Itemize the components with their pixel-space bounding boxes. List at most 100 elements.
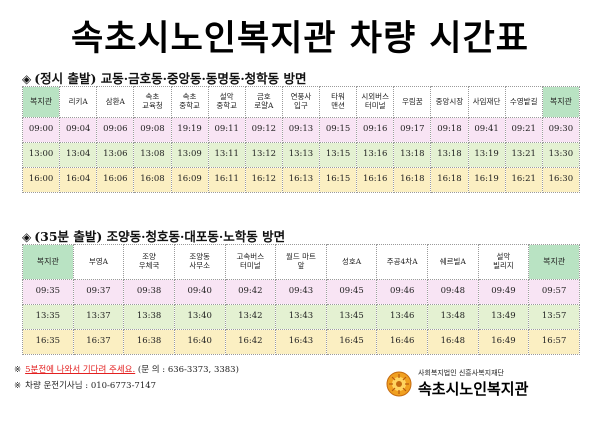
header-row: 복지관 리키A 삼환A 속초 교육청 속초 중학교 설악 중학교 금호 로얄A 연풍사 입구 타… (21, 86, 581, 118)
time-cell: 09:38 (123, 279, 175, 305)
stop-header: 중앙시장 (430, 86, 469, 118)
time-cell: 16:08 (133, 167, 172, 193)
stop-header: 월드 마트 앞 (275, 244, 327, 280)
time-cell: 09:17 (393, 117, 432, 143)
schedule-row: 16:00 16:04 16:06 16:08 16:09 16:11 16:12 16:13… (21, 167, 581, 193)
time-cell: 13:49 (477, 304, 530, 330)
time-cell: 16:06 (96, 167, 135, 193)
note-inquiry: (문 의 : 636-3373, 3383) (137, 365, 239, 375)
time-cell: 13:40 (173, 304, 226, 330)
time-cell: 13:15 (318, 142, 358, 168)
stop-header: 부영A (72, 244, 125, 280)
time-cell: 16:09 (170, 167, 209, 193)
stop-header: 복지관 (21, 86, 61, 118)
schedule-row: 13:35 13:37 13:38 13:40 13:42 13:43 13:45 13:46… (22, 304, 580, 330)
schedule-row: 16:35 16:37 16:38 16:40 16:42 16:43 16:45 16:46… (22, 329, 580, 355)
time-cell: 09:08 (133, 117, 172, 143)
stop-header: 설악 빌리지 (477, 244, 530, 280)
time-cell: 16:49 (477, 329, 530, 355)
time-cell: 16:30 (541, 167, 581, 193)
route1-heading: ◈ (정시 출발) 교동·금호동·중앙동·동명동·청학동 방면 (22, 68, 307, 87)
route1-timetable: 복지관 리키A 삼환A 속초 교육청 속초 중학교 설악 중학교 금호 로얄A 연풍사 입구 타… (21, 86, 581, 193)
time-cell: 13:09 (170, 142, 209, 168)
time-cell: 09:43 (275, 279, 327, 305)
stop-header: 타워 맨션 (318, 86, 358, 118)
time-cell: 16:11 (207, 167, 246, 193)
time-cell: 09:45 (325, 279, 378, 305)
stop-header: 시외버스 터미널 (356, 86, 395, 118)
schedule-row: 09:00 09:04 09:06 09:08 19:19 09:11 09:12 09:13… (21, 117, 581, 143)
time-cell: 13:35 (22, 304, 74, 330)
page-title: 속초시노인복지관 차량 시간표 (71, 19, 529, 59)
time-cell: 16:19 (467, 167, 506, 193)
stop-header: 수영밭길 (504, 86, 543, 118)
time-cell: 16:16 (356, 167, 395, 193)
notes: ※ 5분전에 나와서 기다려 주세요. (문 의 : 636-3373, 3383… (14, 362, 239, 394)
time-cell: 13:00 (21, 142, 61, 168)
time-cell: 09:41 (467, 117, 506, 143)
logo-center-name: 속초시노인복지관 (418, 380, 529, 398)
time-cell: 13:43 (275, 304, 327, 330)
reference-mark: ※ (14, 365, 22, 375)
time-cell: 19:19 (170, 117, 209, 143)
time-cell: 13:13 (281, 142, 321, 168)
stop-header: 속초 중학교 (170, 86, 209, 118)
time-cell: 09:18 (430, 117, 469, 143)
time-cell: 13:37 (72, 304, 125, 330)
route1-heading-text: (정시 출발) 교동·금호동·중앙동·동명동·청학동 방면 (34, 71, 307, 86)
note-driver: ※ 차량 운전기사님 : 010-6773-7147 (14, 378, 239, 394)
time-cell: 09:13 (281, 117, 321, 143)
time-cell: 09:00 (21, 117, 61, 143)
header-row: 복지관 부영A 조양 우체국 조양동 사무소 고속버스 터미널 월드 마트 앞 성호A 주공4… (22, 244, 580, 280)
schedule-row: 13:00 13:04 13:06 13:08 13:09 13:11 13:12 13:13… (21, 142, 581, 168)
stop-header: 우림꿈 (393, 86, 432, 118)
time-cell: 09:40 (173, 279, 226, 305)
time-cell: 16:15 (318, 167, 358, 193)
route2-timetable: 복지관 부영A 조양 우체국 조양동 사무소 고속버스 터미널 월드 마트 앞 성호A 주공4… (22, 244, 580, 355)
time-cell: 16:18 (430, 167, 469, 193)
stop-header: 조양 우체국 (123, 244, 175, 280)
time-cell: 16:12 (244, 167, 283, 193)
time-cell: 09:06 (96, 117, 135, 143)
time-cell: 13:04 (59, 142, 98, 168)
time-cell: 09:57 (528, 279, 580, 305)
time-cell: 13:30 (541, 142, 581, 168)
time-cell: 16:42 (224, 329, 277, 355)
time-cell: 16:38 (123, 329, 175, 355)
time-cell: 13:48 (427, 304, 479, 330)
time-cell: 16:37 (72, 329, 125, 355)
time-cell: 09:35 (22, 279, 74, 305)
time-cell: 09:04 (59, 117, 98, 143)
time-cell: 13:38 (123, 304, 175, 330)
time-cell: 16:48 (427, 329, 479, 355)
stop-header: 복지관 (22, 244, 74, 280)
time-cell: 09:12 (244, 117, 283, 143)
time-cell: 09:11 (207, 117, 246, 143)
route2-heading: ◈ (35분 출발) 조양동·청호동·대포동·노학동 방면 (22, 226, 285, 245)
stop-header: 복지관 (528, 244, 580, 280)
time-cell: 13:18 (430, 142, 469, 168)
route2-heading-text: (35분 출발) 조양동·청호동·대포동·노학동 방면 (34, 229, 286, 244)
note-wait: ※ 5분전에 나와서 기다려 주세요. (문 의 : 636-3373, 3383… (14, 362, 239, 378)
stop-header: 고속버스 터미널 (224, 244, 277, 280)
time-cell: 16:45 (325, 329, 378, 355)
time-cell: 13:06 (96, 142, 135, 168)
time-cell: 16:04 (59, 167, 98, 193)
diamond-icon: ◈ (22, 72, 32, 86)
stop-header: 리키A (59, 86, 98, 118)
time-cell: 16:00 (21, 167, 61, 193)
time-cell: 13:08 (133, 142, 172, 168)
time-cell: 09:21 (504, 117, 543, 143)
stop-header: 삼환A (96, 86, 135, 118)
note-wait-text: 5분전에 나와서 기다려 주세요. (25, 365, 136, 375)
time-cell: 16:57 (528, 329, 580, 355)
stop-header: 조양동 사무소 (173, 244, 226, 280)
time-cell: 13:16 (356, 142, 395, 168)
stop-header: 복지관 (541, 86, 581, 118)
time-cell: 13:57 (528, 304, 580, 330)
time-cell: 09:42 (224, 279, 277, 305)
time-cell: 16:35 (22, 329, 74, 355)
time-cell: 16:46 (376, 329, 428, 355)
note-driver-text: 차량 운전기사님 : 010-6773-7147 (25, 381, 157, 391)
stop-header: 속초 교육청 (133, 86, 172, 118)
